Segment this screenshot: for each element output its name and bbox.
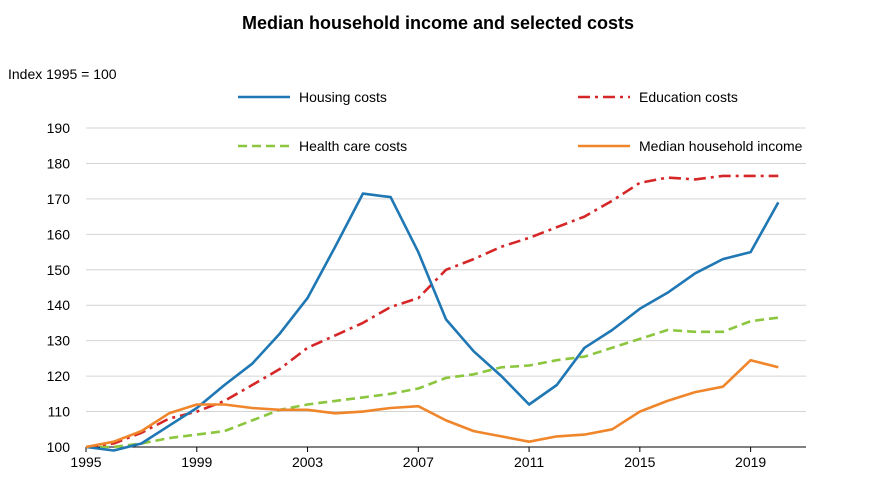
- x-tick-label: 2007: [403, 454, 434, 470]
- y-tick-label: 140: [47, 297, 71, 313]
- y-tick-label: 110: [48, 404, 71, 420]
- gridlines: [86, 127, 806, 448]
- y-tick-label: 120: [47, 368, 71, 384]
- legend-label: Housing costs: [299, 89, 387, 105]
- chart-title: Median household income and selected cos…: [242, 13, 634, 33]
- y-tick-label: 100: [47, 439, 71, 455]
- y-tick-label: 150: [47, 262, 71, 278]
- y-tick-label: 180: [47, 155, 71, 171]
- y-tick-label: 160: [47, 226, 71, 242]
- y-tick-label: 130: [47, 333, 71, 349]
- x-tick-labels: 1995 1999 2003 2007 2011 2015 2019: [70, 447, 766, 470]
- series-line-median-household-income: [85, 358, 779, 449]
- legend: Housing costs Education costs Health care …: [238, 89, 803, 154]
- x-tick-label: 2003: [292, 454, 323, 470]
- series-line-education-costs: [85, 174, 779, 449]
- legend-label: Education costs: [639, 89, 738, 105]
- series-lines: [85, 174, 780, 452]
- x-tick-label: 1995: [70, 454, 101, 470]
- y-tick-labels: 100 110 120 130 140 150 160 170 180 190: [47, 120, 71, 455]
- x-tick-label: 1999: [181, 454, 212, 470]
- y-axis-label: Index 1995 = 100: [8, 66, 117, 82]
- legend-label: Health care costs: [299, 138, 407, 154]
- x-tick-label: 2011: [514, 454, 544, 470]
- series-line-health-care-costs: [86, 316, 779, 449]
- y-tick-label: 170: [47, 191, 71, 207]
- y-tick-label: 190: [47, 120, 71, 136]
- x-tick-label: 2019: [735, 454, 766, 470]
- x-tick-label: 2015: [624, 454, 655, 470]
- legend-label: Median household income: [639, 138, 803, 154]
